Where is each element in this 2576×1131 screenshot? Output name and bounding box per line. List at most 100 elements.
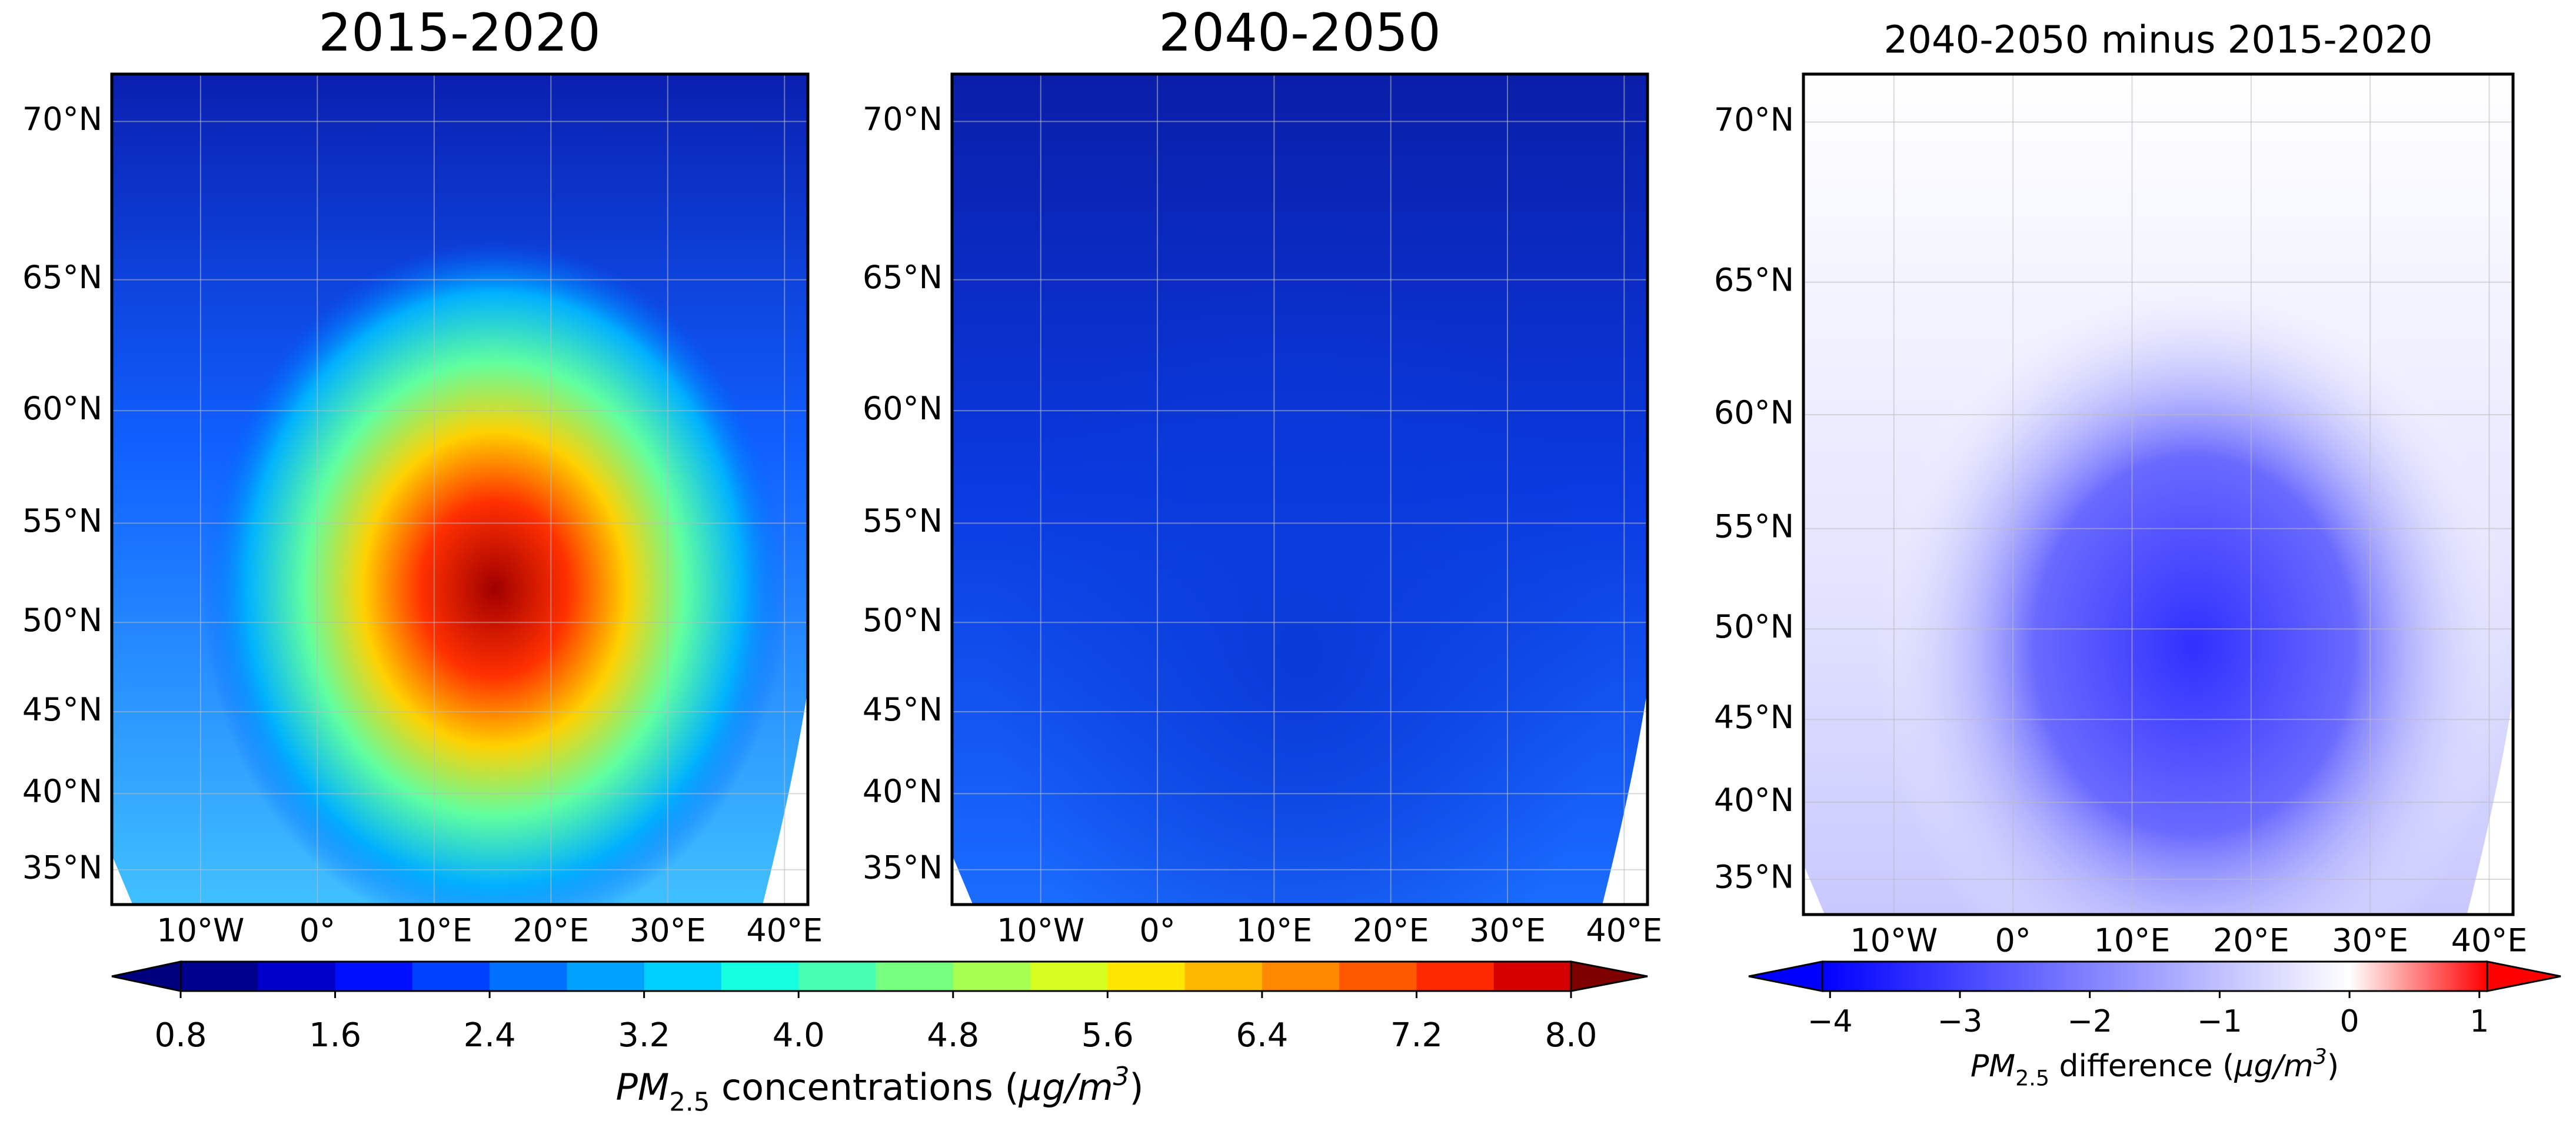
colorbar-frame xyxy=(1821,960,2488,992)
colorbar-body xyxy=(1822,962,2487,991)
label-close: ) xyxy=(2327,1049,2339,1084)
y-tick-label: 65°N xyxy=(22,259,102,296)
y-tick-label: 60°N xyxy=(22,390,102,427)
y-tick-label: 65°N xyxy=(863,259,943,296)
y-tick-label: 55°N xyxy=(863,502,943,539)
domain-edge xyxy=(952,855,973,905)
colorbar-segment xyxy=(876,962,954,991)
colorbar-segment xyxy=(258,962,336,991)
y-tick-label: 45°N xyxy=(22,691,102,728)
domain-edge xyxy=(1602,688,1648,905)
x-tick-label: 0° xyxy=(299,912,335,949)
x-tick-label: 30°E xyxy=(630,912,706,949)
y-tick-label: 65°N xyxy=(1714,261,1794,298)
colorbar-segment xyxy=(1416,962,1495,991)
colorbar-segment xyxy=(181,962,258,991)
y-tick-label: 55°N xyxy=(22,502,102,539)
colorbar-tick-label: −2 xyxy=(2067,1004,2112,1039)
colorbar-segment xyxy=(1262,962,1340,991)
label-superscript: 3 xyxy=(1113,1062,1130,1092)
y-tick-label: 45°N xyxy=(863,691,943,728)
map-frame xyxy=(110,72,810,906)
y-tick-label: 70°N xyxy=(1714,101,1794,138)
x-tick-label: 10°W xyxy=(157,912,244,949)
colorbar-extend-under xyxy=(111,960,182,992)
colorbar-tick-label: 3.2 xyxy=(618,1016,670,1055)
x-tick-label: 0° xyxy=(1995,922,2031,959)
colorbar-label: PM2.5 concentrations (μg/m3) xyxy=(615,1062,1143,1117)
colorbar-segment xyxy=(412,962,490,991)
domain-edge xyxy=(112,855,133,905)
y-tick-label: 40°N xyxy=(1714,782,1794,819)
colorbar-tick-label: 1 xyxy=(2470,1004,2489,1039)
y-tick-label: 40°N xyxy=(863,773,943,810)
y-tick-label: 45°N xyxy=(1714,699,1794,736)
colorbar-segment xyxy=(335,962,413,991)
x-tick-label: 10°W xyxy=(1850,922,1938,959)
map xyxy=(1803,74,2513,915)
y-tick-label: 50°N xyxy=(1714,608,1794,645)
colorbar-segment xyxy=(1493,962,1572,991)
colorbar-tick-label: 6.4 xyxy=(1236,1016,1288,1055)
panel-title: 2015-2020 xyxy=(318,2,601,63)
map xyxy=(112,74,808,905)
x-tick-label: 20°E xyxy=(2213,922,2289,959)
label-text: concentrations ( xyxy=(710,1066,1019,1109)
domain-edge xyxy=(2467,696,2513,915)
x-tick-label: 10°W xyxy=(997,912,1084,949)
x-tick-label: 10°E xyxy=(1236,912,1312,949)
y-tick-label: 35°N xyxy=(22,849,102,886)
y-tick-label: 35°N xyxy=(1714,859,1794,896)
colorbar-segment xyxy=(1339,962,1417,991)
x-tick-label: 10°E xyxy=(2094,922,2171,959)
colorbar-tick-label: −4 xyxy=(1808,1004,1853,1039)
colorbar-extend-under xyxy=(1748,960,1823,992)
y-tick-label: 35°N xyxy=(863,849,943,886)
label-subscript: 2.5 xyxy=(2015,1066,2049,1091)
colorbar-tick-label: 2.4 xyxy=(464,1016,516,1055)
x-tick-label: 40°E xyxy=(746,912,823,949)
label-text: difference ( xyxy=(2049,1049,2234,1084)
y-tick-label: 70°N xyxy=(22,101,102,138)
y-tick-label: 60°N xyxy=(1714,394,1794,431)
colorbar-segment xyxy=(1030,962,1108,991)
colorbar-tick-label: −1 xyxy=(2197,1004,2242,1039)
colorbar-tick-label: 0.8 xyxy=(154,1016,207,1055)
colorbar-tick-label: 1.6 xyxy=(309,1016,361,1055)
colorbar-tick-label: 8.0 xyxy=(1545,1016,1597,1055)
y-tick-label: 50°N xyxy=(22,602,102,639)
colorbar-tick-label: 5.6 xyxy=(1081,1016,1134,1055)
label-close: ) xyxy=(1129,1066,1143,1109)
y-tick-label: 70°N xyxy=(863,101,943,138)
map-frame xyxy=(950,72,1649,906)
label-unit: μg/m xyxy=(1019,1066,1113,1109)
colorbar-segment xyxy=(1184,962,1263,991)
colorbar-tick-label: 4.8 xyxy=(927,1016,979,1055)
map-field xyxy=(952,74,1648,905)
label-unit: μg/m xyxy=(2234,1049,2313,1084)
label-superscript: 3 xyxy=(2314,1044,2327,1069)
map-frame xyxy=(1802,72,2515,916)
x-tick-label: 0° xyxy=(1139,912,1175,949)
colorbar-segment xyxy=(721,962,799,991)
domain-edge xyxy=(1803,864,1825,915)
colorbar-extend-over xyxy=(2486,960,2561,992)
colorbar-segment xyxy=(953,962,1031,991)
colorbar-segment xyxy=(798,962,876,991)
label-symbol: PM xyxy=(1971,1049,2015,1084)
x-tick-label: 40°E xyxy=(2451,922,2528,959)
colorbar-segment xyxy=(1107,962,1186,991)
panel-title: 2040-2050 minus 2015-2020 xyxy=(1884,19,2433,62)
domain-edge xyxy=(763,688,808,905)
colorbar-label: PM2.5 difference (μg/m3) xyxy=(1971,1044,2339,1090)
colorbar-frame xyxy=(179,960,1572,992)
colorbar-tick-label: 7.2 xyxy=(1390,1016,1443,1055)
x-tick-label: 20°E xyxy=(512,912,589,949)
colorbar-segment xyxy=(644,962,722,991)
label-symbol: PM xyxy=(615,1066,669,1109)
colorbar-segment xyxy=(490,962,567,991)
colorbar-tick-label: 4.0 xyxy=(773,1016,825,1055)
x-tick-label: 10°E xyxy=(396,912,472,949)
